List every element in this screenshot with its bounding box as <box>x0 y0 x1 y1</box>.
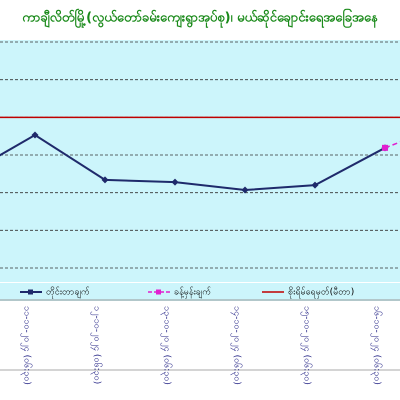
legend-marker <box>28 289 33 295</box>
x-tick-label: ၁၃-၁၀-၂၀၂၄ (၀၆:၃၀) <box>161 306 173 385</box>
x-tick-label: ၁၄-၁၀-၂၀၂၄ (၀၆:၃၀) <box>231 306 243 385</box>
series-line <box>384 141 400 149</box>
x-tick-label: ၁၅-၁၀-၂၀၂၄ (၀၆:၃၀) <box>301 306 313 385</box>
legend-label: စိုးရိမ်ရေမှတ်(မီတာ) <box>288 287 354 299</box>
chart-title: ကာချီလိတ်မြို့(လွယ်တော်ခမ်းကျေးရွာအုပ်စု… <box>22 8 379 29</box>
data-point <box>101 176 109 184</box>
data-point <box>382 144 388 151</box>
legend-marker <box>156 289 161 295</box>
x-tick-label: ၁၂-၁၀-၂၀၂၄ (၀၆:၃၀) <box>91 306 103 384</box>
x-tick-label: ၁၆-၁၀-၂၀၂၄ (၀၆:၃၀) <box>371 306 383 385</box>
data-point <box>171 178 179 186</box>
legend-label: ခန့်မှန်းချက် <box>174 287 212 299</box>
data-point <box>31 131 39 139</box>
data-point <box>241 186 249 194</box>
data-point <box>311 181 319 189</box>
x-tick-label: ၁၁-၁၀-၂၀၂၄ (၀၆:၃၀) <box>21 306 33 385</box>
legend-label: တိုင်းတာချက် <box>46 287 90 299</box>
legend <box>0 283 400 301</box>
plot-area <box>0 40 400 282</box>
